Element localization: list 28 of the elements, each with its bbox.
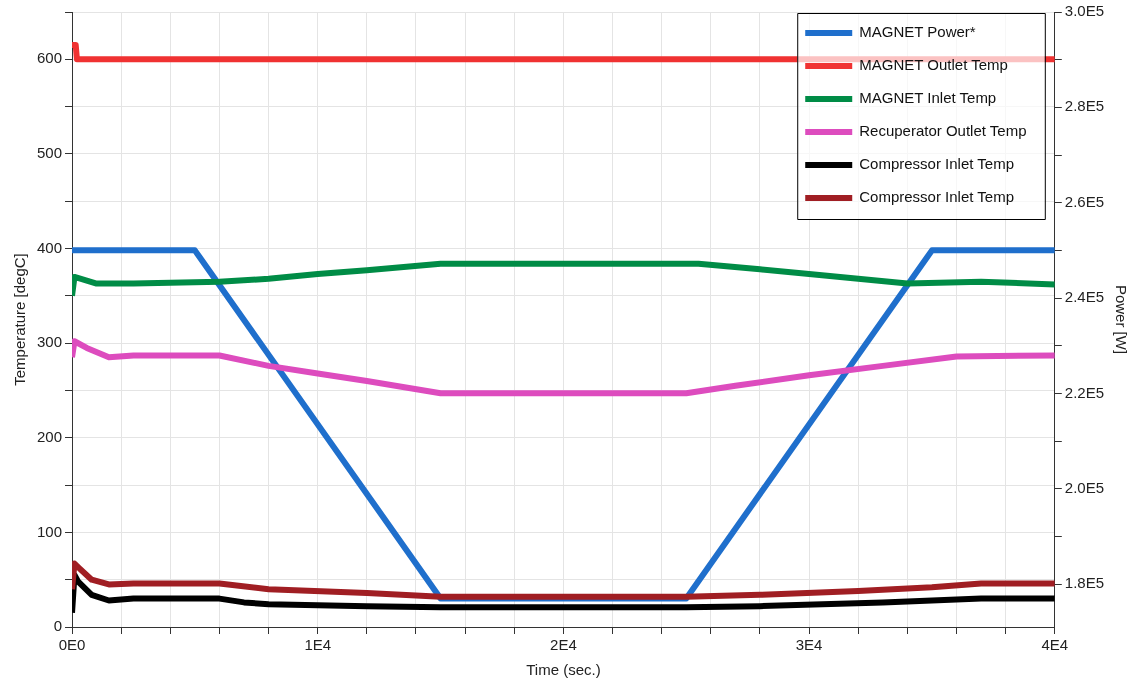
legend-label: MAGNET Power* (859, 23, 976, 41)
y2-tick-label: 2.6E5 (1064, 192, 1104, 210)
y-tick-label: 300 (37, 333, 63, 351)
x-tick-label: 4E4 (1041, 636, 1069, 654)
y-tick-label: 100 (37, 522, 63, 540)
y2-tick-label: 3.0E5 (1064, 2, 1104, 20)
y2-tick-label: 1.8E5 (1064, 574, 1104, 592)
legend-label: Recuperator Outlet Temp (859, 122, 1027, 140)
x-tick-label: 3E4 (795, 636, 823, 654)
y2-tick-label: 2.0E5 (1064, 478, 1104, 496)
y2-tick-label: 2.8E5 (1064, 97, 1104, 115)
x-tick-label: 2E4 (550, 636, 577, 654)
legend-label: Compressor Inlet Temp (859, 155, 1015, 173)
y-tick-label: 400 (37, 238, 63, 256)
y2-axis-title: Power [W] (1112, 284, 1130, 355)
y-tick-label: 600 (37, 49, 63, 67)
y-tick-label: 0 (53, 617, 63, 635)
y-axis-title: Temperature [degC] (11, 253, 29, 386)
legend-label: MAGNET Outlet Temp (859, 56, 1008, 74)
y2-tick-label: 2.4E5 (1064, 288, 1104, 306)
x-tick-label: 1E4 (304, 636, 332, 654)
x-tick-label: 0E0 (58, 636, 86, 654)
x-axis-title: Time (sec.) (526, 661, 601, 679)
y-tick-label: 500 (37, 144, 63, 162)
legend-label: Compressor Inlet Temp (859, 188, 1015, 206)
legend-label: MAGNET Inlet Temp (859, 89, 997, 107)
y2-tick-label: 2.2E5 (1064, 383, 1104, 401)
y-tick-label: 200 (37, 427, 63, 445)
